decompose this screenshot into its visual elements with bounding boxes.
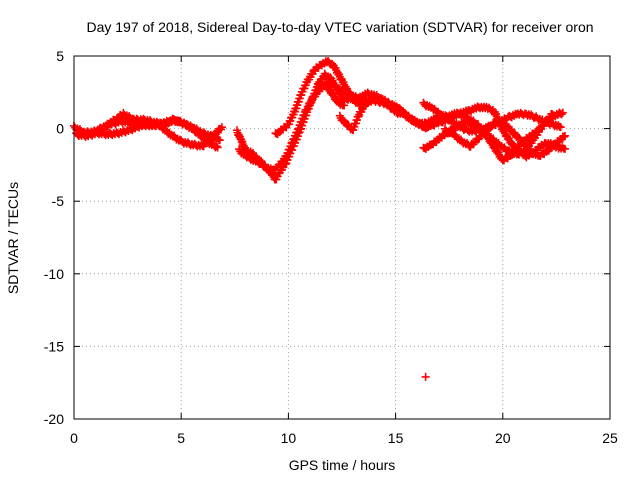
data-point	[560, 131, 569, 140]
data-point	[215, 136, 224, 145]
data-point	[558, 108, 567, 117]
data-point	[560, 144, 569, 153]
data-point	[212, 142, 221, 151]
series-outlier	[421, 372, 430, 381]
y-tick-label: -10	[44, 266, 64, 282]
x-tick-label: 5	[177, 430, 185, 446]
data-points	[70, 56, 569, 381]
y-axis-label: SDTVAR / TECUs	[5, 182, 21, 294]
data-point	[213, 143, 222, 152]
x-axis-label: GPS time / hours	[289, 457, 396, 473]
x-tick-label: 0	[70, 430, 78, 446]
data-point	[217, 123, 226, 132]
x-tick-label: 15	[388, 430, 404, 446]
plot-frame	[73, 55, 611, 420]
data-point	[556, 123, 565, 132]
chart-title: Day 197 of 2018, Sidereal Day-to-day VTE…	[86, 19, 593, 35]
grid	[74, 56, 610, 419]
x-tick-label: 10	[281, 430, 297, 446]
series-arc-11	[440, 116, 569, 160]
data-point	[557, 110, 566, 119]
data-point	[421, 372, 430, 381]
x-tick-label: 20	[495, 430, 511, 446]
data-point	[559, 132, 568, 141]
data-point	[340, 101, 349, 110]
y-tick-label: -15	[44, 338, 64, 354]
y-tick-label: -20	[44, 411, 64, 427]
tick-labels: 0 5 10 15 20 25 -20 -15 -10 -5 0 5	[44, 48, 618, 446]
y-tick-label: 5	[56, 48, 64, 64]
y-tick-label: 0	[56, 121, 64, 137]
y-tick-label: -5	[52, 193, 65, 209]
series-arc-5	[235, 80, 349, 175]
x-tick-label: 25	[602, 430, 618, 446]
data-point	[548, 110, 557, 119]
series-arc-3	[95, 115, 222, 152]
